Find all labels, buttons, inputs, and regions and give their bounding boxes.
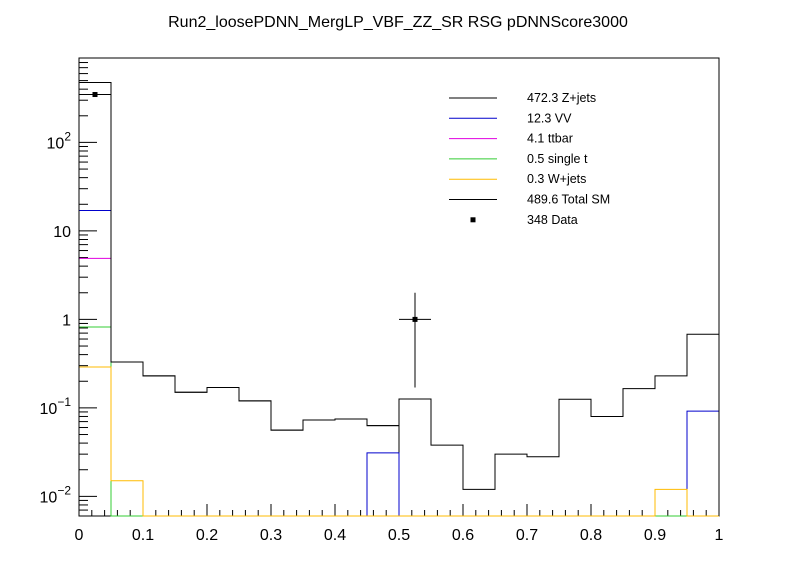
series-vv	[78, 210, 720, 517]
x-tick-label: 0	[75, 527, 84, 544]
y-tick-label: 10−2	[40, 483, 72, 506]
y-axis: 10−2 10−1 1 10 102	[40, 57, 97, 517]
x-tick-label: 1	[715, 527, 724, 544]
y-tick-label: 102	[47, 129, 72, 152]
x-tick-label: 0.7	[516, 527, 538, 544]
y-tick-label: 10−1	[40, 395, 72, 418]
series-w-jets	[78, 366, 719, 517]
data-point	[92, 92, 98, 98]
x-tick-label: 0.5	[388, 527, 410, 544]
x-tick-label: 0.6	[452, 527, 474, 544]
legend-label: 348 Data	[527, 213, 578, 227]
legend-label: 489.6 Total SM	[527, 193, 610, 207]
legend-marker	[470, 217, 476, 223]
x-tick-label: 0.8	[580, 527, 602, 544]
series-z-jets	[78, 82, 719, 517]
x-tick-label: 0.4	[324, 527, 346, 544]
series-total-sm	[78, 82, 720, 516]
data-points-layer	[79, 92, 431, 388]
legend-label: 472.3 Z+jets	[527, 91, 596, 105]
chart-title: Run2_loosePDNN_MergLP_VBF_ZZ_SR RSG pDNN…	[168, 14, 628, 31]
x-tick-label: 0.2	[196, 527, 218, 544]
x-tick-label: 0.1	[132, 527, 154, 544]
y-tick-label: 1	[62, 312, 71, 329]
x-axis: 0 0.1 0.2 0.3 0.4 0.5 0.6 0.7 0.8 0.9 1	[75, 504, 724, 544]
legend: 472.3 Z+jets 12.3 VV 4.1 ttbar 0.5 single t…	[449, 91, 610, 227]
y-tick-label: 10	[53, 224, 71, 241]
legend-label: 12.3 VV	[527, 111, 572, 125]
legend-label: 0.5 single t	[527, 152, 588, 166]
x-tick-label: 0.9	[644, 527, 666, 544]
series-layer	[78, 82, 720, 517]
legend-label: 4.1 ttbar	[527, 132, 573, 146]
data-point	[412, 316, 418, 322]
x-tick-label: 0.3	[260, 527, 282, 544]
legend-label: 0.3 W+jets	[527, 172, 586, 186]
